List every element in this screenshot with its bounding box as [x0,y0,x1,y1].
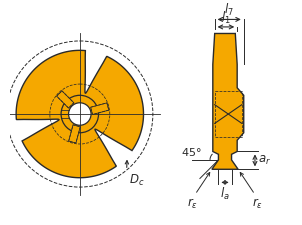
Text: $a_r$: $a_r$ [258,154,271,167]
Text: $l_7$: $l_7$ [224,2,234,18]
Polygon shape [16,50,143,178]
Text: $r_\varepsilon$: $r_\varepsilon$ [187,197,198,211]
Polygon shape [57,91,74,108]
Polygon shape [212,34,244,169]
Text: $l_a$: $l_a$ [220,186,230,202]
Polygon shape [69,125,80,143]
Circle shape [69,103,91,125]
Text: $r_\varepsilon$: $r_\varepsilon$ [252,197,263,211]
Circle shape [61,95,98,133]
Text: $l_1$: $l_1$ [221,10,231,26]
Text: $D_c$: $D_c$ [130,173,145,188]
Polygon shape [91,103,109,115]
Text: $45°$: $45°$ [181,146,202,158]
